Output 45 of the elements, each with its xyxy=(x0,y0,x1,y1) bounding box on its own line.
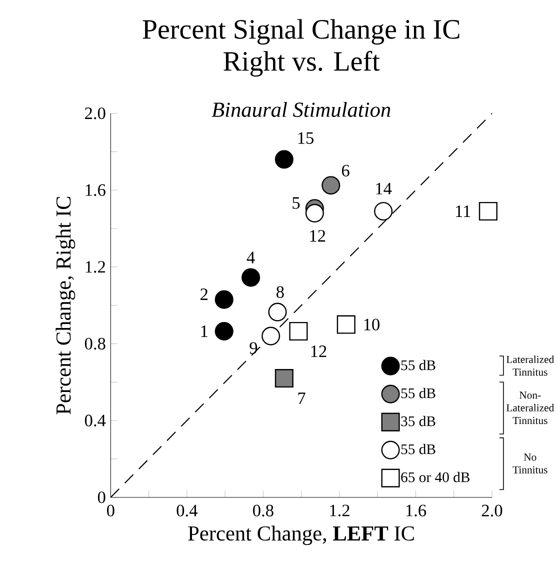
y-tick-label: 2.0 xyxy=(85,107,106,120)
annotation: 12 xyxy=(311,346,326,357)
x-tick-label: 1.6 xyxy=(406,504,426,516)
legend-label: 55 dB xyxy=(401,360,436,370)
annotation: 10 xyxy=(364,318,380,330)
x-axis-title: Percent Change, LEFT IC xyxy=(188,526,414,546)
legend-label: 55 dB xyxy=(401,444,436,454)
annotation: 1 xyxy=(201,326,208,337)
chart-subtitle: Right vs. Left xyxy=(224,50,380,77)
annotation: 5 xyxy=(292,197,300,209)
annotation: 2 xyxy=(200,288,208,300)
point xyxy=(274,150,294,169)
annotation: 8 xyxy=(276,286,284,298)
legend-label: 65 or 40 dB xyxy=(401,472,470,482)
point xyxy=(305,204,324,222)
annotation: 14 xyxy=(376,182,392,194)
text: Non-Lateralized Tinnitus xyxy=(506,392,554,424)
annotation: 15 xyxy=(298,132,314,144)
point xyxy=(214,290,234,309)
point xyxy=(242,268,260,287)
legend-label: 55 dB xyxy=(401,388,436,398)
annotation: 4 xyxy=(246,252,255,264)
y-axis-title: Percent Change, Right IC xyxy=(56,196,76,414)
annotation: 7 xyxy=(298,392,306,404)
y-tick-label: 1.2 xyxy=(86,261,106,273)
y-tick-label: 0.8 xyxy=(84,338,106,350)
y-tick-label: 0 xyxy=(98,491,106,504)
y-tick-label: 0.4 xyxy=(84,414,106,426)
point xyxy=(274,369,294,388)
annotation: 6 xyxy=(342,164,350,176)
annotation: Binaural Stimulation xyxy=(212,102,390,118)
x-tick-label: 0 xyxy=(107,504,114,516)
text: No Tinnitus xyxy=(512,454,548,474)
point xyxy=(322,176,340,195)
text: Lateralized Tinnitus xyxy=(506,356,554,376)
x-tick-label: 2.0 xyxy=(482,504,502,516)
x-tick-label: 0.8 xyxy=(253,504,274,516)
chart-title: Percent Signal Change in IC xyxy=(142,19,460,45)
y-tick-label: 1.6 xyxy=(86,184,106,196)
annotation: 11 xyxy=(456,206,470,217)
point xyxy=(214,322,234,341)
x-tick-label: 1.2 xyxy=(330,504,350,516)
annotation: 12 xyxy=(310,230,326,242)
legend-label: 35 dB xyxy=(401,416,436,426)
x-tick-label: 0.4 xyxy=(176,504,198,516)
